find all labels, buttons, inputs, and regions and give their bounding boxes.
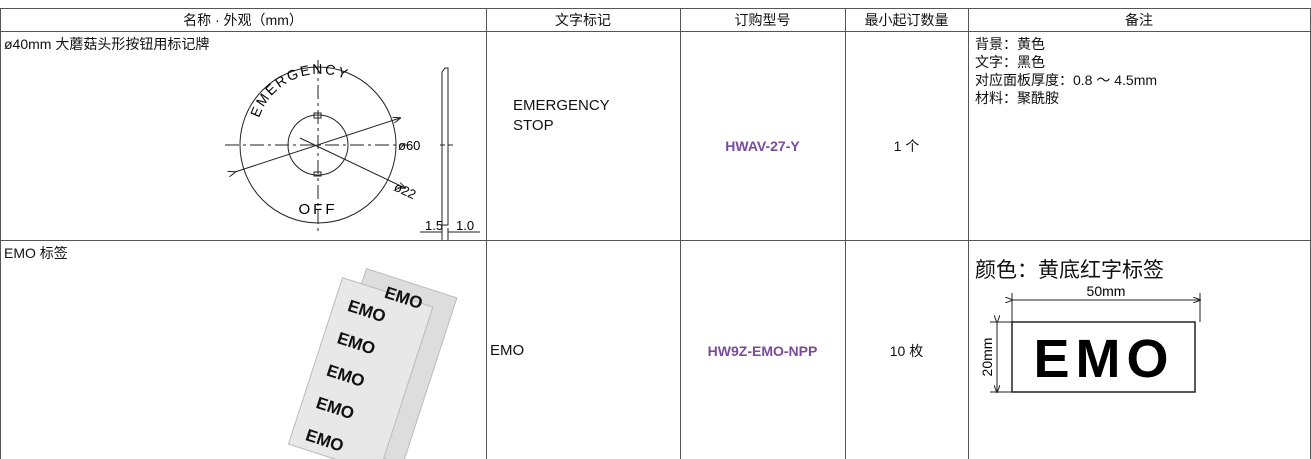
plate-drawing bbox=[225, 60, 480, 240]
dimension: 1.0 bbox=[456, 218, 474, 233]
marking: EMO bbox=[490, 342, 525, 359]
label-drawing bbox=[990, 293, 1200, 392]
dimension: ø60 bbox=[398, 138, 420, 153]
note: 背景：黄色 bbox=[975, 36, 1045, 52]
note: 对应面板厚度：0.8 ～ 4.5mm bbox=[975, 72, 1158, 88]
name-cell: ø40mm 大蘑菇头形按钮用标记牌 bbox=[4, 36, 210, 52]
rule bbox=[486, 8, 487, 459]
header-cell: 文字标记 bbox=[555, 12, 611, 28]
header-cell: 最小起订数量 bbox=[864, 12, 949, 28]
rule bbox=[845, 8, 846, 459]
rule bbox=[0, 31, 1311, 32]
rule bbox=[968, 8, 969, 459]
dimension: 50mm bbox=[1087, 283, 1126, 299]
dimension: ø22 bbox=[392, 179, 419, 202]
marking: EMERGENCY bbox=[513, 97, 610, 114]
plate-text: OFF bbox=[299, 201, 338, 218]
label-sheets: EMO EMO EMO EMO EMO EMO bbox=[287, 267, 458, 459]
rule bbox=[0, 240, 1311, 241]
dimension: 1.5 bbox=[425, 218, 443, 233]
note: 文字：黑色 bbox=[975, 54, 1045, 70]
min-qty: 10 枚 bbox=[889, 343, 924, 359]
marking: STOP bbox=[513, 117, 554, 134]
rule bbox=[0, 8, 1, 459]
header-cell: 备注 bbox=[1125, 12, 1153, 28]
rule bbox=[680, 8, 681, 459]
dimension: 20mm bbox=[979, 338, 995, 377]
header-cell: 订购型号 bbox=[734, 12, 791, 28]
label-sample: EMO bbox=[1033, 329, 1174, 389]
header-cell: 名称 · 外观（mm） bbox=[183, 12, 303, 28]
rule bbox=[0, 8, 1311, 9]
model: HWAV-27-Y bbox=[725, 138, 800, 154]
model: HW9Z-EMO-NPP bbox=[707, 343, 818, 359]
name-cell: EMO 标签 bbox=[4, 245, 68, 261]
min-qty: 1 个 bbox=[893, 138, 920, 154]
note: 颜色：黄底红字标签 bbox=[975, 259, 1164, 282]
note: 材料：聚酰胺 bbox=[975, 90, 1059, 106]
